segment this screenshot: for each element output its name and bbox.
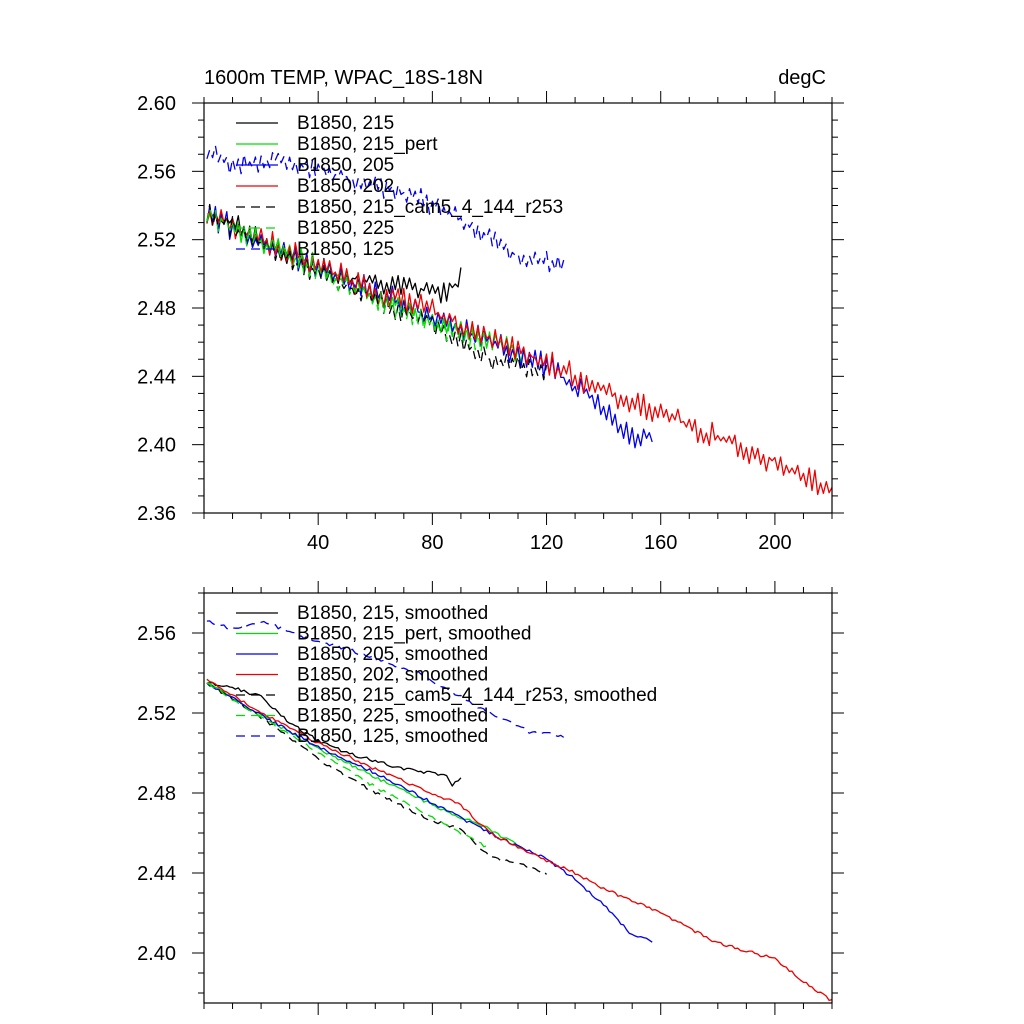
top-panel: 1600m TEMP, WPAC_18S-18N degC 40 80 120 160… xyxy=(137,67,844,554)
legend-label: B1850, 205 xyxy=(297,155,394,176)
y-tick-label: 2.48 xyxy=(137,298,176,320)
legend-label: B1850, 205, smoothed xyxy=(297,644,488,665)
legend-label: B1850, 125, smoothed xyxy=(297,726,488,747)
series-line xyxy=(206,145,565,273)
x-tick-label: 200 xyxy=(758,532,791,554)
series-line xyxy=(206,620,565,738)
series-line xyxy=(206,205,653,449)
series-line xyxy=(206,682,462,787)
legend-label: B1850, 215 xyxy=(297,113,394,134)
legend-label: B1850, 215, smoothed xyxy=(297,603,488,624)
x-tick-label: 80 xyxy=(421,532,443,554)
legend-label: B1850, 225, smoothed xyxy=(297,706,488,727)
series-line xyxy=(206,678,833,1002)
y-tick-label: 2.44 xyxy=(137,366,176,388)
y-tick-label: 2.56 xyxy=(137,161,176,183)
series-line xyxy=(206,682,491,851)
bottom-panel: 2.40 2.44 2.48 2.52 2.56 B1850, 215, smoothed… xyxy=(137,581,844,1015)
x-tick-label: 40 xyxy=(307,532,329,554)
series-line xyxy=(206,682,547,875)
x-tick-label: 120 xyxy=(530,532,563,554)
legend-label: B1850, 215_cam5_4_144_r253, smoothed xyxy=(297,685,657,706)
series-line xyxy=(206,682,653,943)
legend-label: B1850, 215_pert xyxy=(297,134,438,155)
legend-label: B1850, 125 xyxy=(297,239,394,260)
legend-label: B1850, 202 xyxy=(297,176,394,197)
y-tick-label: 2.40 xyxy=(137,943,176,965)
legend-label: B1850, 202, smoothed xyxy=(297,665,488,686)
y-tick-label: 2.44 xyxy=(137,863,176,885)
y-tick-label: 2.56 xyxy=(137,623,176,645)
chart-title: 1600m TEMP, WPAC_18S-18N xyxy=(204,67,483,89)
y-tick-label: 2.52 xyxy=(137,703,176,725)
y-tick-label: 2.60 xyxy=(137,93,176,115)
x-tick-label: 160 xyxy=(644,532,677,554)
series-line xyxy=(206,207,491,353)
series-line xyxy=(206,203,548,381)
y-tick-label: 2.36 xyxy=(137,503,176,525)
legend-label: B1850, 225 xyxy=(297,218,394,239)
y-tick-label: 2.48 xyxy=(137,783,176,805)
legend-label: B1850, 215_pert, smoothed xyxy=(297,624,532,645)
units-label: degC xyxy=(778,67,826,89)
y-tick-label: 2.52 xyxy=(137,230,176,252)
legend-label: B1850, 215_cam5_4_144_r253 xyxy=(297,197,563,218)
y-tick-label: 2.40 xyxy=(137,435,176,457)
